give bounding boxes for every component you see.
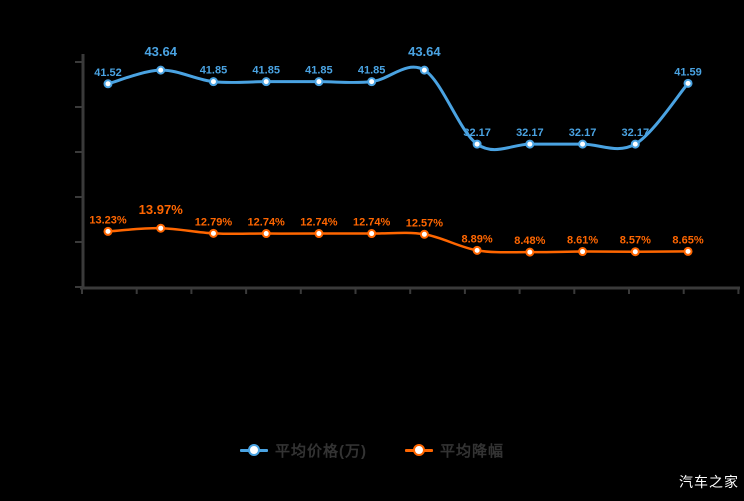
data-label: 41.85 (252, 65, 280, 77)
data-label: 43.64 (144, 44, 177, 59)
series-line-discount (106, 226, 690, 254)
data-label: 32.17 (622, 127, 650, 139)
data-point[interactable] (103, 226, 113, 236)
data-label: 8.61% (567, 235, 598, 247)
data-point[interactable] (419, 65, 429, 75)
data-point[interactable] (208, 77, 218, 87)
data-point[interactable] (472, 245, 482, 255)
data-label: 41.85 (200, 65, 228, 77)
data-point[interactable] (630, 247, 640, 257)
data-label: 12.74% (248, 217, 286, 229)
data-point[interactable] (578, 139, 588, 149)
data-label: 8.65% (672, 234, 703, 246)
data-point[interactable] (367, 229, 377, 239)
data-point[interactable] (525, 247, 535, 257)
legend-label-average-price: 平均价格(万) (274, 442, 367, 460)
data-label: 8.57% (620, 235, 651, 247)
data-point[interactable] (261, 229, 271, 239)
legend-item-average-discount[interactable]: 平均降幅 (404, 440, 504, 461)
data-label: 12.79% (195, 216, 233, 228)
data-point[interactable] (525, 139, 535, 149)
data-point[interactable] (683, 246, 693, 256)
data-point[interactable] (314, 77, 324, 87)
data-point[interactable] (630, 139, 640, 149)
data-point[interactable] (261, 77, 271, 87)
data-label: 32.17 (516, 127, 544, 139)
data-point[interactable] (683, 78, 693, 88)
data-label: 41.85 (305, 65, 333, 77)
data-point[interactable] (208, 228, 218, 238)
line-series-marker-icon (239, 443, 268, 457)
data-point[interactable] (314, 229, 324, 239)
series-line-price (106, 65, 690, 152)
data-point[interactable] (156, 223, 166, 233)
chart-legend: 平均价格(万) 平均降幅 (0, 436, 744, 464)
data-label: 41.85 (358, 65, 386, 77)
data-point[interactable] (156, 65, 166, 75)
legend-label-average-discount: 平均降幅 (439, 442, 504, 460)
data-label: 13.23% (89, 214, 127, 226)
data-point[interactable] (578, 247, 588, 257)
data-label: 8.48% (514, 235, 545, 247)
data-label: 8.89% (462, 233, 493, 245)
data-label: 41.52 (94, 67, 122, 79)
line-series-marker-icon (404, 443, 433, 457)
data-label: 43.64 (408, 44, 441, 59)
data-label: 12.57% (406, 217, 444, 229)
data-label: 12.74% (300, 217, 338, 229)
watermark-autohome: 汽车之家 (679, 474, 739, 490)
legend-item-average-price[interactable]: 平均价格(万) (239, 440, 367, 461)
data-label: 32.17 (569, 127, 597, 139)
data-point[interactable] (103, 79, 113, 89)
data-label: 41.59 (674, 66, 702, 78)
data-point[interactable] (367, 77, 377, 87)
data-point[interactable] (419, 229, 429, 239)
data-point[interactable] (472, 139, 482, 149)
data-label: 13.97% (139, 202, 184, 217)
data-label: 32.17 (463, 127, 491, 139)
data-label: 12.74% (353, 217, 391, 229)
